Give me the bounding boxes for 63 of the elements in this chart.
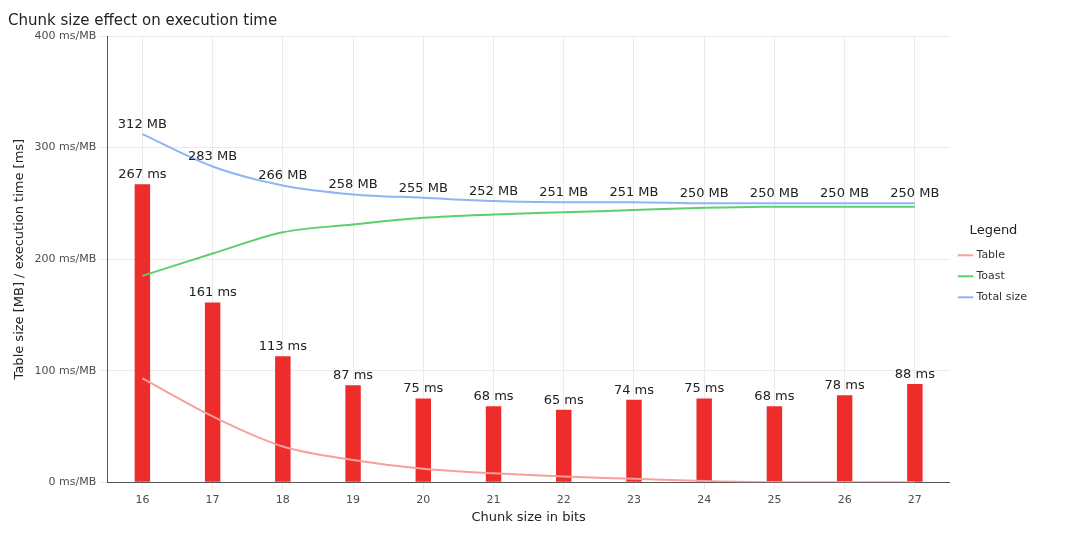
x-tick-label: 18 — [275, 492, 290, 506]
bar — [626, 399, 642, 482]
x-axis-title: Chunk size in bits — [471, 508, 587, 524]
data-label: 87 ms — [333, 367, 374, 383]
x-tick-label: 24 — [697, 492, 712, 506]
data-label: 250 MB — [679, 185, 729, 201]
bar — [485, 406, 502, 482]
bar — [696, 398, 712, 482]
data-label: 75 ms — [403, 380, 444, 396]
bar — [275, 356, 291, 482]
x-tick-label: 25 — [767, 492, 782, 506]
data-label: 266 MB — [258, 167, 308, 183]
legend-label: Total size — [975, 290, 1028, 304]
x-tick-label: 23 — [626, 492, 641, 506]
line-series — [141, 133, 916, 205]
x-tick-label: 27 — [907, 492, 922, 506]
x-tick-label: 16 — [135, 492, 150, 506]
data-label: 251 MB — [609, 184, 659, 200]
x-tick-label: 17 — [205, 492, 220, 506]
data-label: 250 MB — [820, 185, 870, 201]
bar — [134, 184, 151, 482]
data-label: 283 MB — [188, 148, 238, 164]
data-label: 255 MB — [398, 179, 448, 195]
chart-title: Chunk size effect on execution time — [8, 10, 278, 29]
bar — [766, 406, 783, 482]
bar — [836, 395, 853, 482]
x-tick-label: 19 — [346, 492, 361, 506]
x-tick-label: 20 — [416, 492, 431, 506]
x-tick-label: 21 — [486, 492, 501, 506]
x-tick-label: 26 — [837, 492, 852, 506]
data-label: 68 ms — [473, 388, 514, 404]
y-axis-title: Table size [MB] / execution time [ms] — [11, 138, 27, 381]
y-tick-label: 0 ms/MB — [48, 475, 97, 489]
data-label: 74 ms — [613, 381, 655, 397]
data-label: 65 ms — [543, 391, 585, 407]
data-label: 267 ms — [118, 166, 167, 182]
y-tick-label: 400 ms/MB — [34, 28, 97, 42]
bar — [345, 385, 361, 482]
data-label: 250 MB — [890, 185, 940, 201]
y-tick-label: 300 ms/MB — [34, 140, 97, 154]
legend-title: Legend — [969, 222, 1018, 238]
data-label: 75 ms — [684, 380, 725, 396]
data-label: 312 MB — [117, 116, 167, 132]
y-tick-label: 200 ms/MB — [34, 251, 97, 265]
bar — [556, 409, 572, 482]
legend-label: Toast — [975, 269, 1006, 283]
data-label: 161 ms — [188, 284, 238, 300]
legend-label: Table — [975, 248, 1006, 262]
data-label: 258 MB — [328, 176, 378, 192]
data-label: 251 MB — [539, 184, 589, 200]
line-series — [141, 205, 916, 277]
data-label: 113 ms — [258, 338, 308, 354]
bar — [415, 398, 432, 482]
data-label: 78 ms — [824, 377, 865, 393]
data-label: 250 MB — [749, 185, 799, 201]
line-series — [141, 377, 916, 483]
bar — [204, 302, 221, 482]
y-tick-label: 100 ms/MB — [34, 363, 97, 377]
data-label: 252 MB — [468, 182, 519, 198]
bar — [907, 384, 923, 482]
x-tick-label: 22 — [556, 492, 571, 506]
data-label: 68 ms — [754, 388, 795, 404]
data-label: 88 ms — [894, 365, 936, 381]
